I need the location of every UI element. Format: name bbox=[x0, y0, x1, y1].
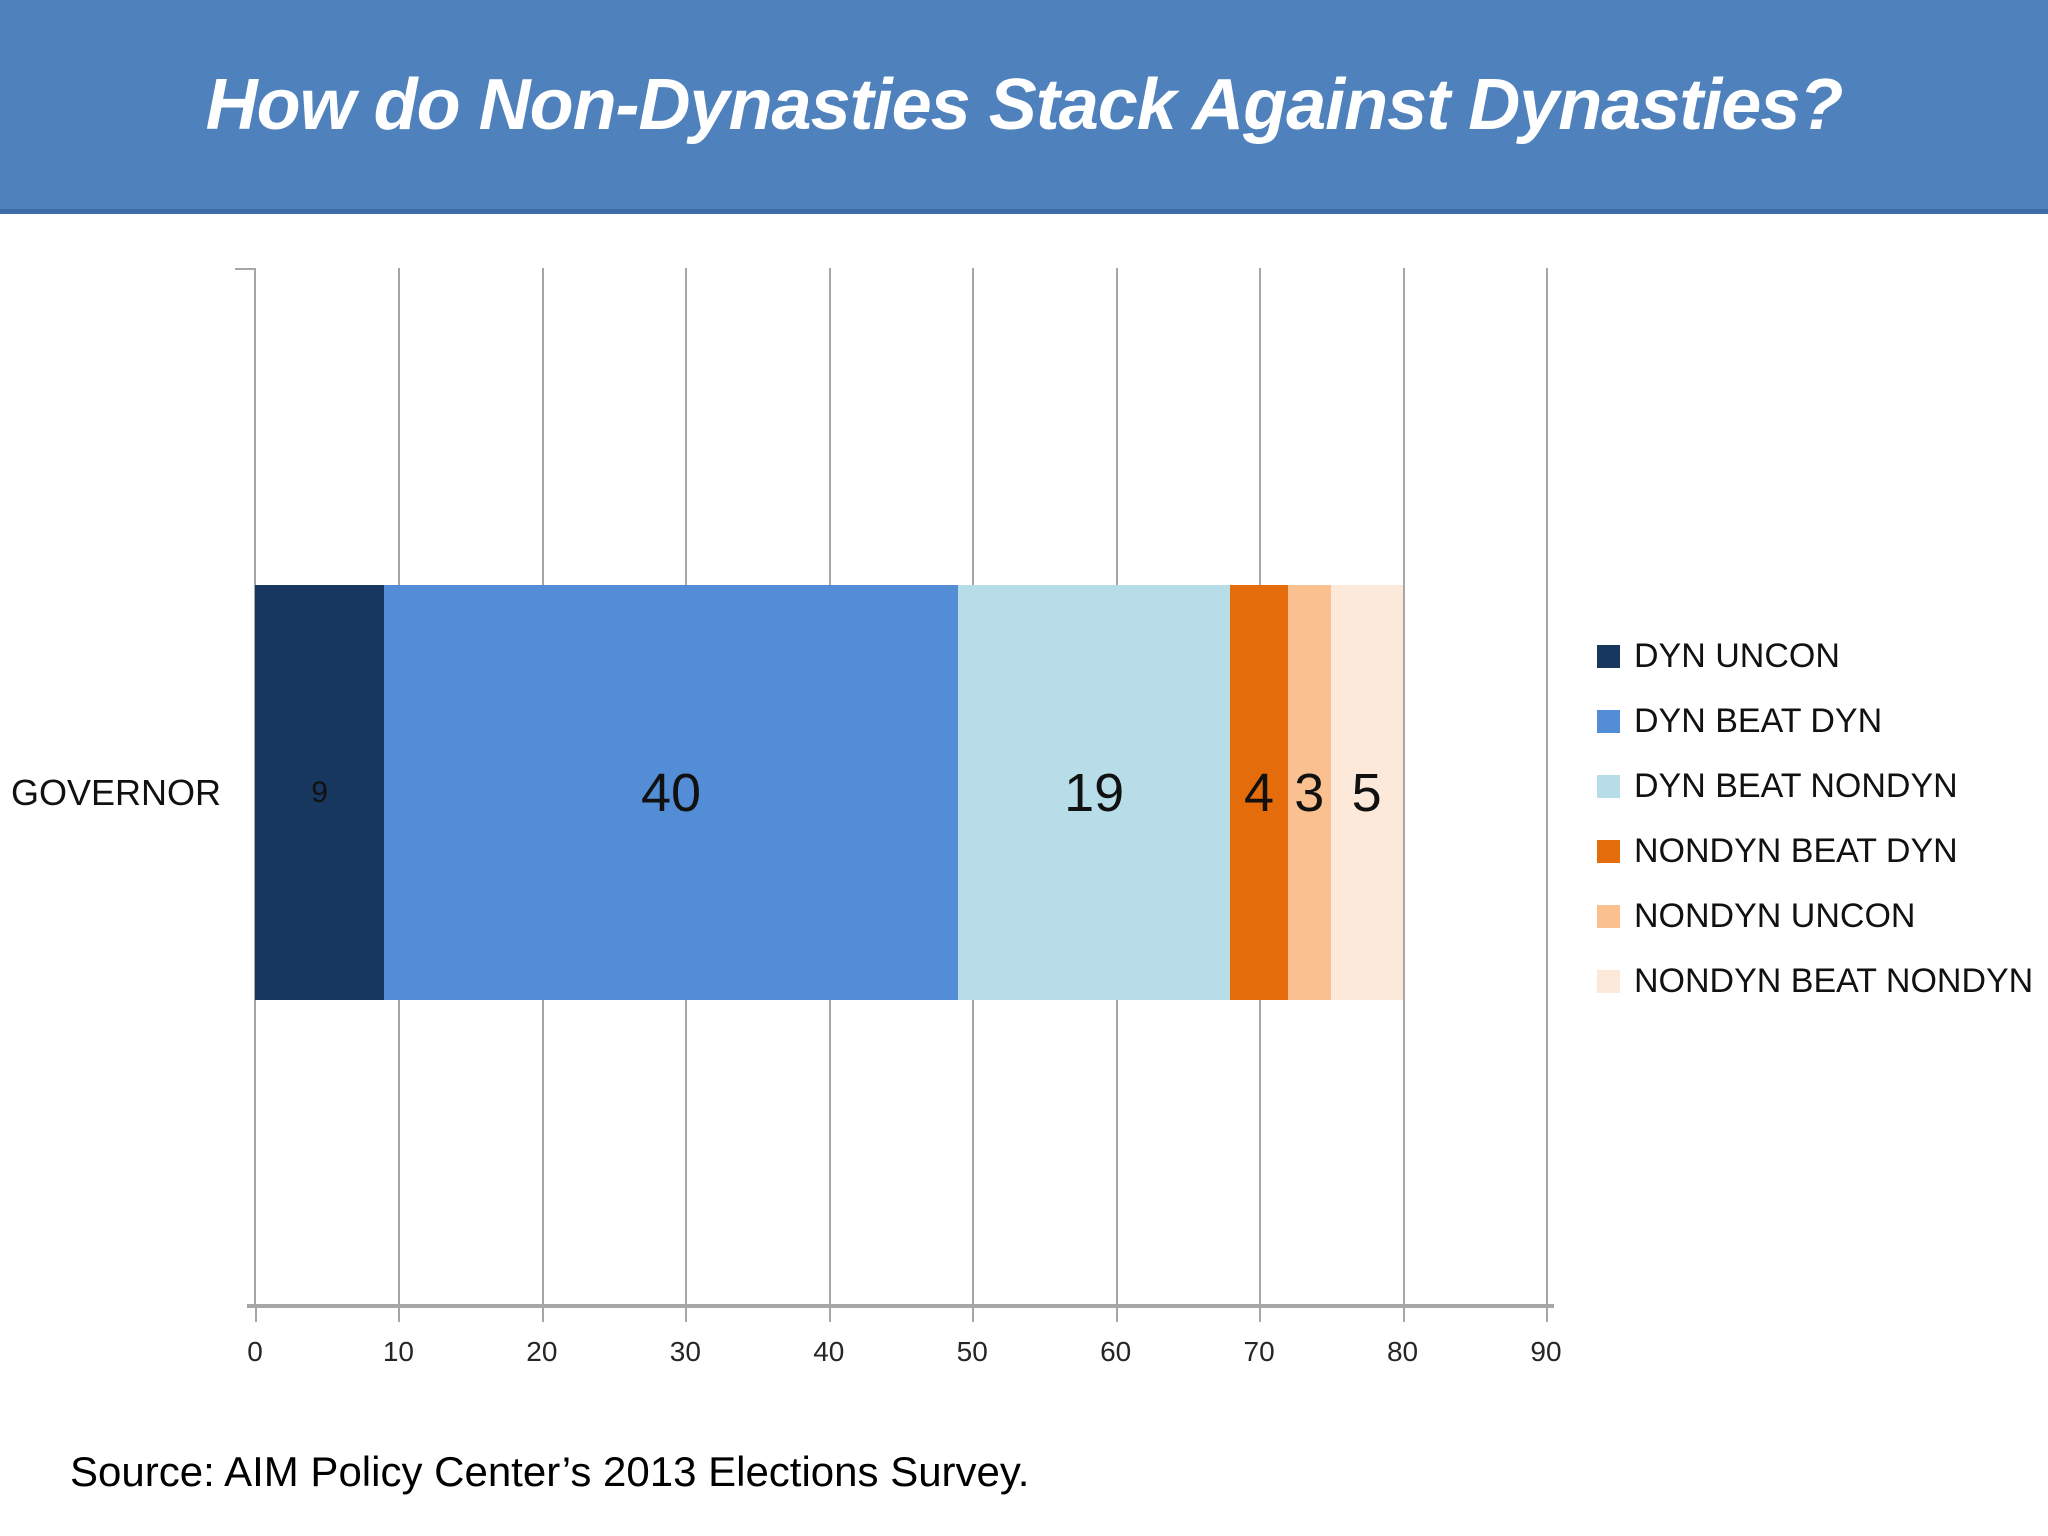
legend-item-dyn-uncon: DYN UNCON bbox=[1597, 624, 2033, 689]
y-axis-end-tick bbox=[235, 268, 255, 270]
segment-value-label: 5 bbox=[1351, 762, 1382, 823]
legend-item-nondyn-beat-dyn: NONDYN BEAT DYN bbox=[1597, 819, 2033, 884]
x-axis-tick bbox=[398, 1306, 401, 1322]
x-axis-tick-label: 0 bbox=[247, 1336, 263, 1367]
legend-swatch bbox=[1597, 905, 1620, 928]
legend-swatch bbox=[1597, 710, 1620, 733]
segment-value-label: 9 bbox=[311, 775, 328, 809]
x-axis-tick-label: 30 bbox=[669, 1336, 701, 1367]
bar-segment-nondyn-uncon: 3 bbox=[1287, 585, 1331, 1000]
legend-item-nondyn-beat-nondyn: NONDYN BEAT NONDYN bbox=[1597, 949, 2033, 1014]
bar-segment-dyn-beat-nondyn: 19 bbox=[957, 585, 1231, 1000]
x-axis-tick-label: 70 bbox=[1243, 1336, 1275, 1367]
x-axis-tick-label: 80 bbox=[1386, 1336, 1419, 1367]
x-axis-tick bbox=[685, 1306, 688, 1322]
legend-label: NONDYN BEAT NONDYN bbox=[1634, 962, 2034, 1000]
segment-value-label: 3 bbox=[1294, 762, 1325, 823]
bar-segment-dyn-uncon: 9 bbox=[255, 585, 385, 1000]
legend-swatch bbox=[1597, 840, 1620, 863]
x-axis-tick-label: 90 bbox=[1530, 1336, 1562, 1367]
x-axis-line bbox=[247, 1304, 1554, 1308]
legend-item-nondyn-uncon: NONDYN UNCON bbox=[1597, 884, 2033, 949]
legend-swatch bbox=[1597, 970, 1620, 993]
x-axis-tick bbox=[1115, 1306, 1118, 1322]
x-axis-tick-label: 20 bbox=[526, 1336, 558, 1367]
gridline bbox=[1402, 268, 1405, 1306]
bar-segment-nondyn-beat-dyn: 4 bbox=[1230, 585, 1288, 1000]
legend-item-dyn-beat-dyn: DYN BEAT DYN bbox=[1597, 689, 2033, 754]
stacked-bar-governor: 9 40 19 4 3 5 bbox=[255, 585, 1403, 1000]
segment-value-label: 4 bbox=[1244, 762, 1275, 823]
legend-swatch bbox=[1597, 645, 1620, 668]
legend-label: NONDYN UNCON bbox=[1634, 897, 1916, 935]
bar-segment-nondyn-beat-nondyn: 5 bbox=[1330, 585, 1403, 1000]
gridline bbox=[1546, 268, 1548, 1306]
segment-value-label: 40 bbox=[640, 762, 702, 823]
legend-label: DYN BEAT DYN bbox=[1634, 702, 1883, 740]
legend-label: NONDYN BEAT DYN bbox=[1634, 832, 1958, 870]
title-banner: How do Non-Dynasties Stack Against Dynas… bbox=[0, 0, 2048, 214]
x-axis-tick-label: 40 bbox=[813, 1336, 845, 1367]
x-axis-tick bbox=[972, 1306, 975, 1322]
category-label-governor: GOVERNOR bbox=[10, 771, 222, 813]
legend-label: DYN BEAT NONDYN bbox=[1634, 767, 1958, 805]
x-axis-tick bbox=[1402, 1306, 1405, 1322]
legend-item-dyn-beat-nondyn: DYN BEAT NONDYN bbox=[1597, 754, 2033, 819]
x-axis-tick-label: 50 bbox=[956, 1336, 988, 1367]
x-axis-tick bbox=[1259, 1306, 1262, 1322]
legend-swatch bbox=[1597, 775, 1620, 798]
x-axis-tick bbox=[828, 1306, 831, 1322]
x-axis-tick-label: 60 bbox=[1100, 1336, 1132, 1367]
x-axis-tick bbox=[1546, 1306, 1548, 1322]
x-axis-tick bbox=[255, 1306, 257, 1322]
source-note: Source: AIM Policy Center’s 2013 Electio… bbox=[70, 1448, 1030, 1495]
x-axis-tick-label: 10 bbox=[382, 1336, 415, 1367]
segment-value-label: 19 bbox=[1064, 762, 1125, 823]
bar-segment-dyn-beat-dyn: 40 bbox=[384, 585, 958, 1000]
x-axis-tick bbox=[541, 1306, 544, 1322]
chart-legend: DYN UNCON DYN BEAT DYN DYN BEAT NONDYN NOND… bbox=[1597, 624, 2033, 1014]
slide-title: How do Non-Dynasties Stack Against Dynas… bbox=[205, 64, 1844, 145]
legend-label: DYN UNCON bbox=[1634, 637, 1840, 675]
